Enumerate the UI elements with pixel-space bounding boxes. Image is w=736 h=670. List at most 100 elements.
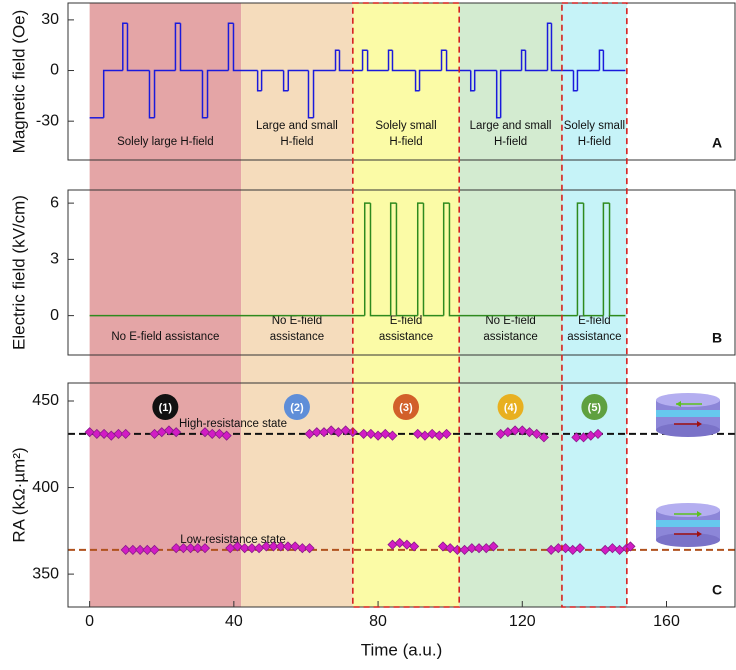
data-point bbox=[358, 428, 369, 439]
region-label: Large and small bbox=[470, 120, 552, 132]
step-segment bbox=[473, 69, 497, 91]
icon-barrier bbox=[656, 520, 720, 527]
data-point bbox=[297, 543, 308, 554]
region-badge bbox=[393, 394, 420, 420]
step-segment bbox=[520, 49, 526, 71]
panel-frame bbox=[67, 2, 736, 161]
x-tick-label: 0 bbox=[85, 613, 94, 630]
step-segment bbox=[550, 23, 574, 72]
step-segment bbox=[395, 203, 418, 317]
region-background bbox=[241, 3, 353, 607]
region-label: No E-field bbox=[272, 315, 323, 327]
data-point bbox=[574, 543, 586, 554]
data-point bbox=[340, 425, 351, 436]
region-background bbox=[561, 3, 627, 607]
region-background bbox=[459, 3, 562, 607]
step-segment bbox=[206, 69, 229, 118]
data-point bbox=[401, 539, 412, 550]
data-point bbox=[445, 543, 456, 554]
data-point bbox=[246, 543, 257, 554]
data-point bbox=[149, 544, 160, 555]
panel: Solely large H-field Large and small H-fie… bbox=[9, 2, 736, 161]
step-segment bbox=[546, 22, 552, 71]
step-segment bbox=[582, 203, 604, 317]
icon-arrowhead bbox=[676, 401, 681, 407]
step-segment bbox=[369, 203, 391, 317]
region-label: assistance bbox=[379, 331, 433, 343]
x-tick-label: 40 bbox=[225, 613, 243, 630]
step-segment bbox=[576, 69, 600, 91]
region-label: assistance bbox=[567, 331, 621, 343]
data-point bbox=[571, 432, 582, 443]
step-segment bbox=[102, 69, 123, 118]
data-point bbox=[517, 425, 528, 436]
data-point bbox=[290, 541, 301, 552]
data-point bbox=[365, 428, 376, 439]
step-segment bbox=[524, 50, 548, 72]
y-tick-label: 450 bbox=[32, 392, 59, 409]
region-label: H-field bbox=[389, 136, 422, 148]
step-segment bbox=[608, 203, 626, 317]
y-axis-title: Electric field (kV/cm) bbox=[9, 195, 28, 350]
reference-label: High-resistance state bbox=[179, 418, 287, 430]
step-segment bbox=[122, 22, 128, 71]
data-point bbox=[466, 543, 477, 554]
panel-letter: C bbox=[712, 582, 722, 598]
step-segment bbox=[572, 70, 578, 92]
step-segment bbox=[576, 202, 584, 316]
step-segment bbox=[334, 49, 340, 71]
data-point bbox=[311, 427, 322, 438]
icon-arrowhead bbox=[697, 511, 702, 517]
data-point bbox=[199, 427, 211, 438]
y-tick-label: 350 bbox=[32, 565, 59, 582]
region-label: H-field bbox=[280, 136, 313, 148]
mtj-icon-low bbox=[656, 503, 720, 547]
step-segment bbox=[287, 69, 309, 91]
data-point bbox=[592, 428, 604, 439]
data-point bbox=[135, 544, 146, 555]
step-segment bbox=[598, 49, 604, 71]
region-badge bbox=[152, 394, 179, 420]
data-point bbox=[282, 541, 293, 552]
step-segment bbox=[414, 70, 420, 92]
step-segment bbox=[445, 50, 471, 72]
step-segment bbox=[389, 202, 397, 316]
step-segment bbox=[418, 69, 442, 91]
data-point bbox=[142, 544, 153, 555]
y-tick-label: 3 bbox=[50, 251, 59, 268]
region-background bbox=[89, 3, 242, 607]
data-point bbox=[452, 544, 463, 555]
data-point bbox=[387, 430, 398, 441]
data-point bbox=[412, 428, 423, 439]
data-point bbox=[163, 425, 175, 436]
data-point bbox=[394, 537, 405, 549]
step-segment bbox=[361, 49, 368, 71]
step-segment bbox=[260, 69, 284, 91]
step-segment bbox=[416, 202, 424, 316]
data-point bbox=[275, 541, 286, 552]
region-label: Solely small bbox=[375, 120, 436, 132]
y-axis-title: RA (kΩ·µm²) bbox=[9, 447, 28, 542]
step-segment bbox=[282, 70, 289, 92]
region-badge bbox=[581, 394, 608, 420]
x-tick-label: 80 bbox=[369, 613, 387, 630]
icon-arrowhead bbox=[697, 421, 702, 427]
y-tick-label: 0 bbox=[50, 62, 59, 79]
step-segment bbox=[422, 203, 444, 317]
step-segment bbox=[469, 70, 475, 92]
panel-letter: B bbox=[712, 330, 722, 346]
data-point bbox=[538, 432, 549, 443]
data-point bbox=[232, 541, 243, 552]
panel-frame bbox=[67, 382, 736, 608]
region-label: assistance bbox=[483, 331, 537, 343]
step-segment bbox=[440, 49, 447, 71]
data-point bbox=[380, 428, 391, 439]
step-segment bbox=[602, 202, 610, 316]
step-segment bbox=[338, 50, 363, 72]
data-point bbox=[524, 427, 535, 438]
step-segment bbox=[312, 69, 336, 118]
region-label: E-field bbox=[578, 315, 611, 327]
region-badge-text: (4) bbox=[504, 402, 518, 414]
